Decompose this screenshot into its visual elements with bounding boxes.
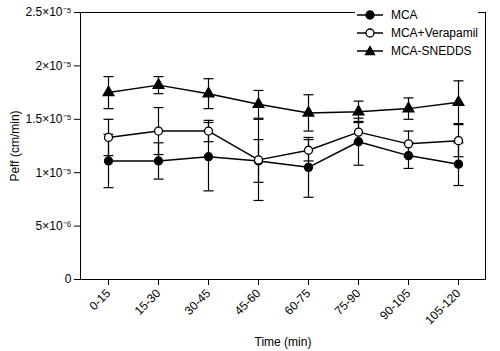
html-text:MCA: MCA	[391, 8, 418, 22]
svg-text:5×10⁻⁶: 5×10⁻⁶	[36, 219, 72, 233]
svg-text:2×10⁻⁵: 2×10⁻⁵	[35, 59, 71, 73]
svg-text:15-30: 15-30	[132, 286, 164, 318]
svg-text:0-15: 0-15	[86, 286, 113, 313]
svg-text:1×10⁻⁵: 1×10⁻⁵	[35, 166, 71, 180]
svg-text:60-75: 60-75	[282, 286, 314, 318]
svg-text:90-105: 90-105	[377, 286, 414, 323]
svg-text:45-60: 45-60	[232, 286, 264, 318]
svg-text:105-120: 105-120	[422, 286, 463, 327]
svg-text:Peff (cm/min): Peff (cm/min)	[8, 110, 22, 181]
html-text:MCA-SNEDDS: MCA-SNEDDS	[391, 44, 472, 58]
svg-text:30-45: 30-45	[182, 286, 214, 318]
svg-text:75-90: 75-90	[332, 286, 364, 318]
html-text:MCA+Verapamil: MCA+Verapamil	[391, 26, 478, 40]
svg-text:Time (min): Time (min)	[255, 335, 312, 349]
svg-text:0: 0	[65, 272, 72, 286]
svg-text:2.5×10⁻⁵: 2.5×10⁻⁵	[25, 5, 71, 19]
svg-text:1.5×10⁻⁵: 1.5×10⁻⁵	[25, 112, 71, 126]
